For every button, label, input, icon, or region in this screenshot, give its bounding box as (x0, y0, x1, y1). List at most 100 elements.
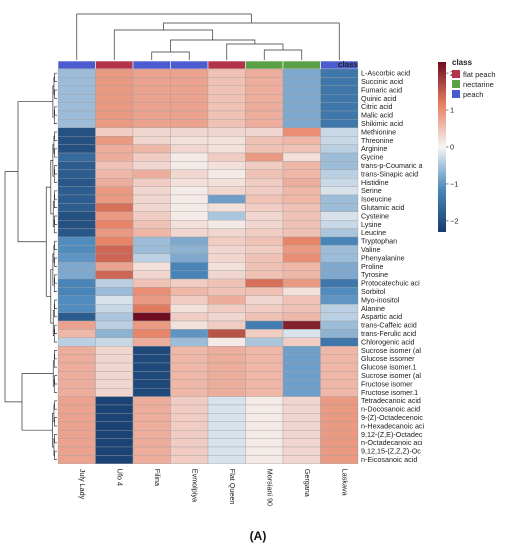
heatmap-cell (132, 446, 171, 456)
heatmap-cell (207, 178, 246, 187)
heatmap-cell (57, 102, 96, 112)
heatmap-cell (170, 144, 209, 154)
heatmap-cell (320, 253, 359, 263)
heatmap-cell (320, 245, 359, 254)
row-label: 9,12,15-(Z,Z,Z)-Oc (361, 447, 421, 456)
heatmap-cell (320, 85, 359, 95)
row-label: Quinic acid (361, 94, 397, 103)
row-label: trans-p-Coumaric a (361, 161, 423, 170)
heatmap-cell (170, 346, 209, 355)
colorbar-tick-label: 1 (450, 106, 454, 115)
heatmap-cell (95, 371, 134, 380)
row-label: trans-Ferulic acid (361, 329, 416, 338)
heatmap-cell (95, 262, 134, 271)
heatmap-cell (282, 236, 321, 246)
heatmap-cell (320, 455, 359, 464)
heatmap-cell (170, 211, 209, 221)
heatmap-cell (57, 320, 96, 330)
heatmap-cell (320, 262, 359, 271)
row-label: Gycine (361, 153, 383, 162)
heatmap-cell (282, 211, 321, 221)
colorbar-tick-label: −1 (450, 180, 459, 189)
heatmap-cell (207, 346, 246, 355)
heatmap-cell (132, 262, 171, 271)
heatmap-cell (245, 152, 284, 162)
heatmap-cell (132, 127, 171, 137)
heatmap-cell (320, 119, 359, 128)
row-label: Methionine (361, 127, 396, 136)
heatmap-cell (282, 354, 321, 364)
heatmap-cell (57, 178, 96, 187)
row-label: L-Ascorbic acid (361, 69, 410, 78)
heatmap-cell (170, 278, 209, 288)
heatmap-cell (207, 94, 246, 103)
row-label: Leucine (361, 228, 386, 237)
heatmap-cell (170, 169, 209, 179)
heatmap-cell (245, 287, 284, 296)
heatmap-cell (170, 253, 209, 263)
heatmap-cell (132, 379, 171, 389)
heatmap-cell (282, 110, 321, 120)
heatmap-cell (57, 144, 96, 154)
heatmap-cell (57, 77, 96, 86)
legend-label: peach (463, 90, 483, 99)
heatmap-cell (320, 270, 359, 280)
heatmap-cell (320, 329, 359, 338)
heatmap-cell (57, 186, 96, 196)
heatmap-cell (282, 203, 321, 212)
class-annotation-bar (57, 60, 359, 70)
heatmap-cell (245, 136, 284, 145)
heatmap-cell (282, 312, 321, 322)
heatmap-cell (95, 186, 134, 196)
row-label: trans-Sinapic acid (361, 169, 418, 178)
legend-title: class (452, 58, 473, 67)
row-label: n-Eicosanoic acid (361, 455, 417, 464)
heatmap-cell (320, 421, 359, 431)
heatmap-cell (320, 362, 359, 372)
heatmap-cell (57, 354, 96, 364)
heatmap-cell (320, 295, 359, 305)
row-label: n-Hexadecanoic aci (361, 421, 425, 430)
class-bar-cell (207, 60, 246, 70)
heatmap-cell (95, 102, 134, 112)
row-dendrogram-link (54, 299, 57, 309)
heatmap-cell (320, 169, 359, 179)
heatmap-cell (170, 203, 209, 212)
heatmap-cell (282, 329, 321, 338)
row-label: n-Octadecanoic aci (361, 438, 423, 447)
heatmap-cell (282, 455, 321, 464)
heatmap-cell (132, 295, 171, 305)
heatmap-cell (245, 379, 284, 389)
row-label: Protocatechuic aci (361, 279, 420, 288)
heatmap-cell (95, 278, 134, 288)
column-dendrogram-link (226, 43, 284, 60)
heatmap-cell (57, 371, 96, 380)
heatmap-cell (57, 396, 96, 406)
heatmap-cell (95, 144, 134, 154)
legend-swatch (452, 80, 460, 88)
heatmap-cell (282, 287, 321, 296)
heatmap-cell (170, 320, 209, 330)
row-label: Tryptophan (361, 237, 397, 246)
column-labels: July Lady Ufo 4 Filina Evmolpiya Flat Queen M… (78, 469, 350, 506)
row-label: Citric acid (361, 102, 393, 111)
heatmap-cell (320, 388, 359, 397)
heatmap-cell (170, 194, 209, 204)
heatmap-cell (245, 430, 284, 439)
heatmap-cell (170, 404, 209, 414)
heatmap-cell (282, 388, 321, 397)
heatmap-cell (245, 421, 284, 431)
heatmap-cell (95, 362, 134, 372)
heatmap-cell (132, 220, 171, 229)
heatmap-cell (170, 396, 209, 406)
heatmap-cell (170, 446, 209, 456)
heatmap-cell (245, 413, 284, 422)
heatmap-cell (282, 161, 321, 170)
heatmap-cell (170, 312, 209, 322)
heatmap-cell (95, 136, 134, 145)
heatmap-cell (320, 236, 359, 246)
heatmap-cell (170, 329, 209, 338)
heatmap-cell (132, 245, 171, 254)
heatmap-cell (207, 77, 246, 86)
heatmap-cell (282, 220, 321, 229)
